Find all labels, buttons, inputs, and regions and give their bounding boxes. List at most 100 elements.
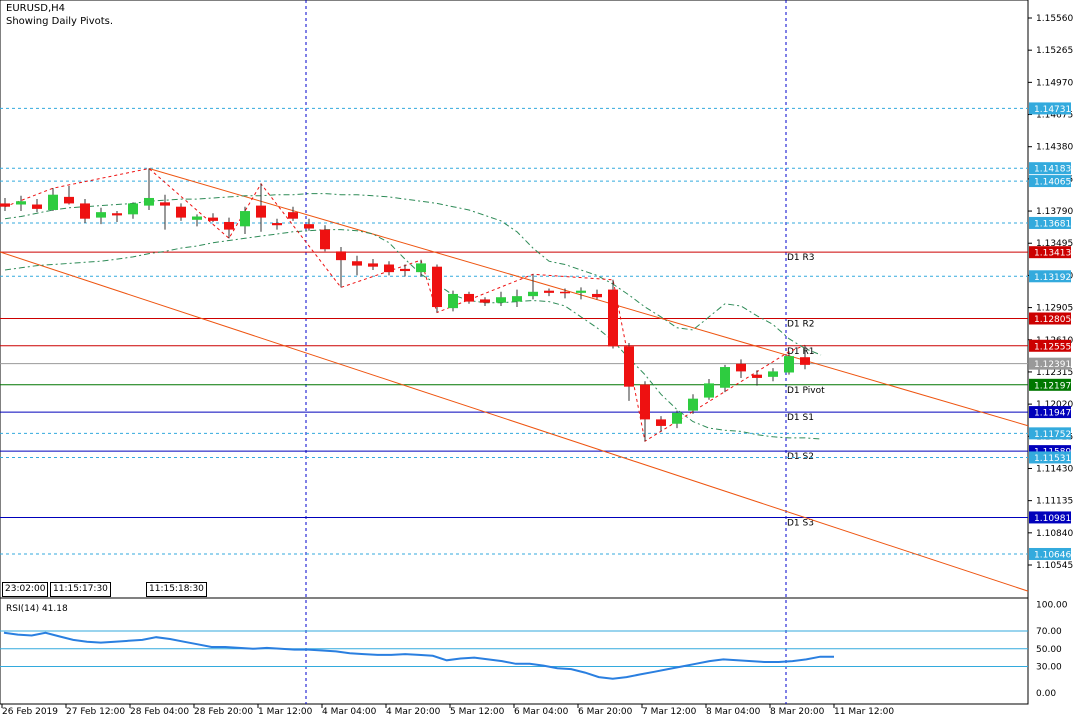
candle: [288, 206, 298, 221]
channel-lower-line: [0, 251, 1029, 592]
price-level-label: 1.12805: [1034, 315, 1071, 325]
candle-body: [96, 212, 106, 218]
candle: [0, 197, 10, 212]
candle-body: [288, 212, 298, 219]
price-tick-label: 1.14380: [1036, 143, 1073, 153]
price-tick-label: 1.13790: [1036, 207, 1073, 217]
price-tick-label: 1.14675: [1036, 111, 1073, 121]
candle-body: [144, 197, 154, 206]
candle: [80, 199, 90, 224]
candle: [688, 394, 698, 414]
chart-subtitle: Showing Daily Pivots.: [6, 16, 114, 27]
rsi-tick-label: 30.00: [1036, 662, 1062, 672]
price-tick-label: 1.11135: [1036, 497, 1073, 507]
candle: [768, 368, 778, 382]
candle-body: [352, 261, 362, 266]
candle-body: [192, 216, 202, 220]
x-tick-label: 1 Mar 12:00: [258, 707, 313, 717]
price-level-label: 1.13681: [1034, 219, 1071, 229]
candle-body: [512, 296, 522, 302]
candle: [320, 225, 330, 252]
moving-average-lower: [4, 229, 822, 440]
x-tick-label: 8 Mar 20:00: [770, 707, 825, 717]
price-level-label: 1.14183: [1034, 165, 1071, 175]
rsi-tick-label: 50.00: [1036, 645, 1062, 655]
price-level-label: 1.14731: [1034, 105, 1071, 115]
price-level-marker: [1029, 339, 1071, 352]
price-tick-label: 1.15560: [1036, 14, 1073, 24]
candle-body: [656, 419, 666, 426]
candle: [240, 206, 250, 234]
price-tick-label: 1.10545: [1036, 561, 1073, 571]
time-box[interactable]: 11:15:18:30: [146, 582, 207, 597]
price-level-marker: [1029, 312, 1071, 325]
candle-body: [784, 356, 794, 373]
candle-body: [448, 293, 458, 309]
candle: [16, 195, 26, 212]
candle: [128, 202, 138, 219]
candle-body: [80, 203, 90, 219]
rsi-tick-label: 70.00: [1036, 627, 1062, 637]
price-level-marker: [1029, 246, 1071, 259]
pivot-tag: D1 R3: [787, 253, 815, 263]
candle: [592, 289, 602, 300]
candle: [432, 264, 442, 313]
chart-symbol-title: EURUSD,H4: [6, 3, 66, 14]
price-level-label: 1.14065: [1034, 178, 1071, 188]
candle-body: [416, 263, 426, 273]
candle: [272, 218, 282, 230]
x-tick-label: 4 Mar 20:00: [386, 707, 441, 717]
price-tick-label: 1.14970: [1036, 78, 1073, 88]
pivot-tag: D1 R1: [787, 347, 815, 357]
candle-body: [224, 221, 234, 230]
price-level-label: 1.10981: [1034, 514, 1071, 524]
price-level-label: 1.10646: [1034, 550, 1071, 560]
candle-body: [0, 203, 10, 207]
candle-body: [384, 264, 394, 273]
candle-body: [752, 374, 762, 378]
candle-body: [560, 291, 570, 294]
x-tick-label: 27 Feb 12:00: [66, 707, 125, 717]
x-tick-label: 6 Mar 04:00: [514, 707, 569, 717]
candle-body: [272, 223, 282, 226]
candle: [368, 259, 378, 270]
price-level-marker: [1029, 357, 1071, 370]
candle-body: [688, 398, 698, 411]
candle: [48, 188, 58, 212]
candle: [352, 255, 362, 276]
candle-body: [32, 204, 42, 209]
price-level-marker: [1029, 270, 1071, 283]
candle: [160, 194, 170, 230]
candle-body: [176, 206, 186, 218]
candle-body: [464, 293, 474, 302]
price-tick-label: 1.12020: [1036, 400, 1073, 410]
candle: [752, 370, 762, 386]
candle-body: [112, 213, 122, 216]
time-box[interactable]: 23:02:00: [2, 582, 49, 597]
time-box[interactable]: 11:15:17:30: [50, 582, 111, 597]
candle-body: [544, 290, 554, 293]
candle: [784, 351, 794, 375]
x-tick-label: 8 Mar 04:00: [706, 707, 761, 717]
candle-body: [736, 363, 746, 372]
price-level-marker: [1029, 378, 1071, 391]
candle: [64, 185, 74, 205]
candle: [608, 279, 618, 349]
x-tick-label: 11 Mar 12:00: [834, 707, 894, 717]
price-level-label: 1.12197: [1034, 381, 1071, 391]
price-tick-label: 1.12315: [1036, 368, 1073, 378]
candle: [336, 247, 346, 288]
candle-body: [528, 291, 538, 297]
price-tick-label: 1.12905: [1036, 304, 1073, 314]
candle: [448, 290, 458, 312]
price-level-marker: [1029, 406, 1071, 419]
candle-body: [304, 224, 314, 229]
x-tick-label: 7 Mar 12:00: [642, 707, 697, 717]
candle: [656, 416, 666, 432]
candle: [32, 199, 42, 213]
candle-body: [768, 371, 778, 377]
candle: [176, 203, 186, 221]
price-level-marker: [1029, 216, 1071, 229]
candle: [96, 207, 106, 225]
